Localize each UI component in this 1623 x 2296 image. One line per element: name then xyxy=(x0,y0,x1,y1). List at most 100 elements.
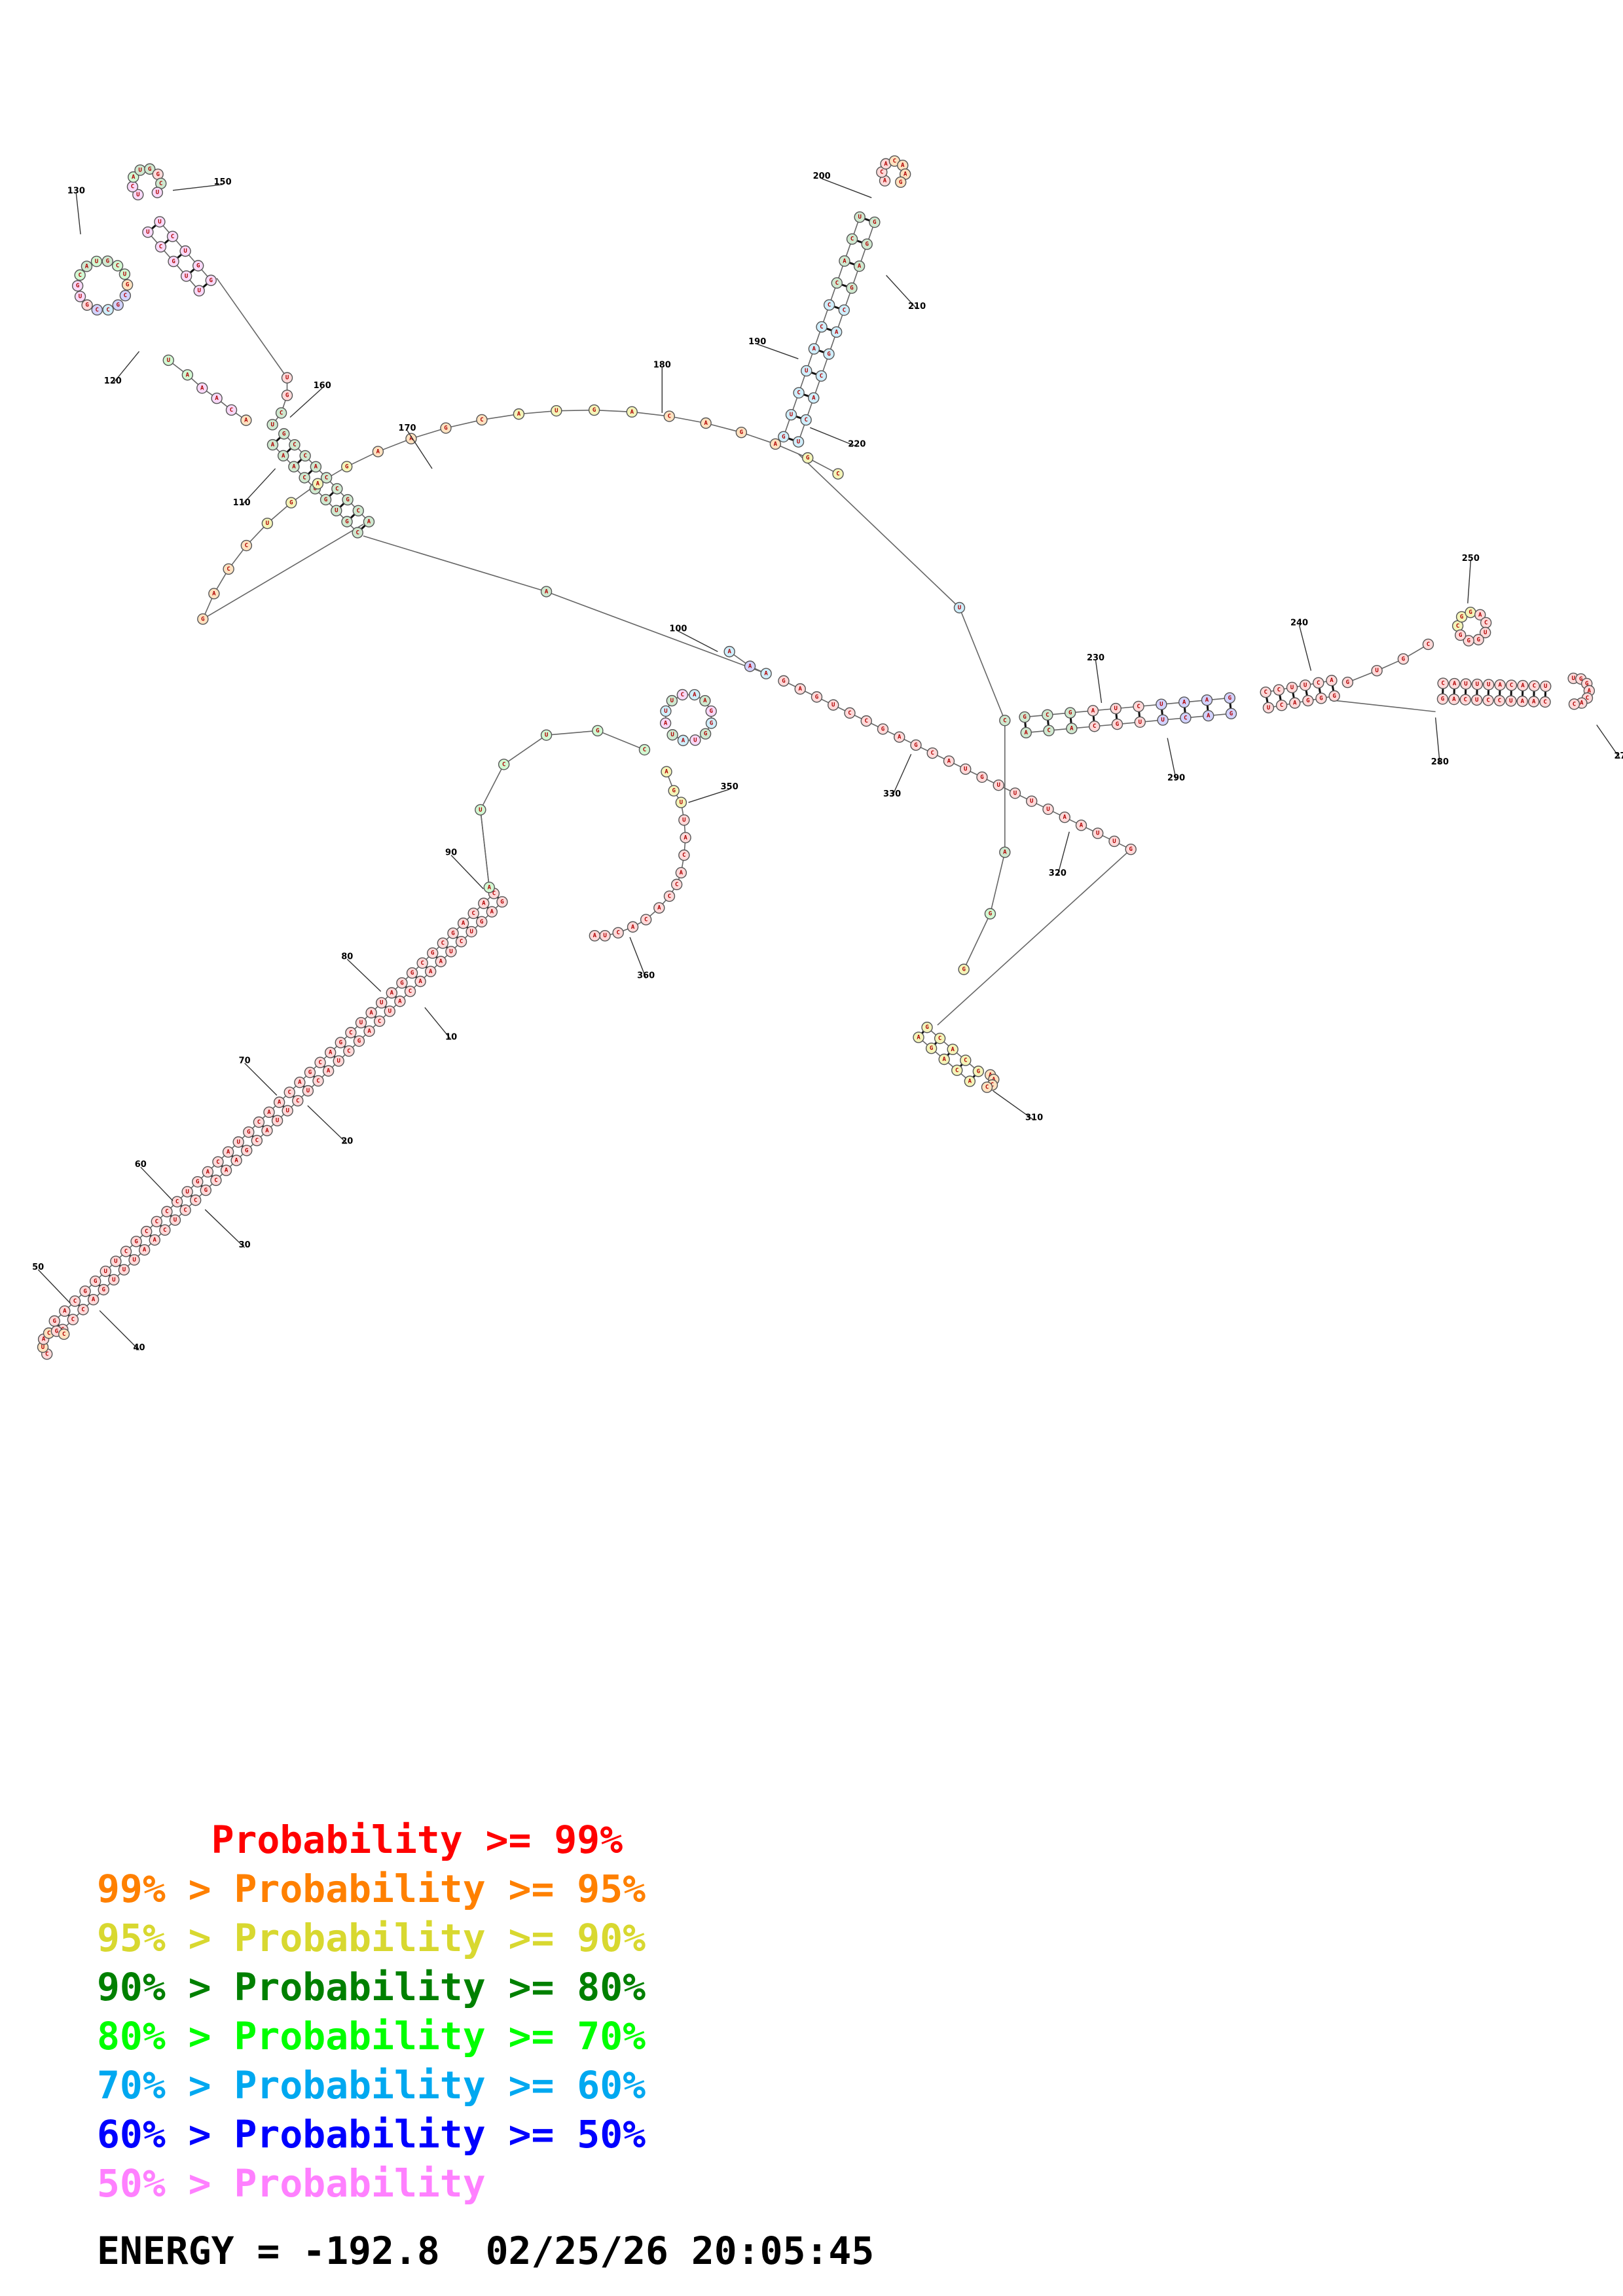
nucleotide-letter: C xyxy=(78,272,81,279)
nucleotide-circle xyxy=(689,734,701,746)
nucleotide-letter: C xyxy=(316,1078,319,1085)
nucleotide-circle xyxy=(860,715,872,727)
nucleotide: U xyxy=(1470,694,1483,706)
nucleotide: U xyxy=(132,188,144,201)
nucleotide-letter: G xyxy=(76,283,79,289)
nucleotide-letter: A xyxy=(684,834,687,841)
nucleotide-letter: U xyxy=(306,1088,310,1094)
nucleotide-circle xyxy=(288,461,300,473)
nucleotide: G xyxy=(958,963,970,975)
nucleotide: A xyxy=(689,689,701,701)
nucleotide-letter: G xyxy=(977,1068,980,1075)
nucleotide-letter: C xyxy=(441,941,445,947)
nucleotide-letter: C xyxy=(318,1060,321,1066)
nucleotide: C xyxy=(343,1045,355,1057)
nucleotide-letter: G xyxy=(1023,714,1026,721)
nucleotide: G xyxy=(861,238,873,250)
nucleotide-letter: C xyxy=(45,1351,48,1357)
nucleotide-circle xyxy=(155,241,167,253)
nucleotide-circle xyxy=(1224,692,1235,704)
nucleotide-circle xyxy=(342,493,354,506)
nucleotide: G xyxy=(811,691,823,703)
nucleotide-letter: G xyxy=(196,1179,199,1185)
nucleotide-letter: A xyxy=(85,263,89,270)
nucleotide-circle xyxy=(440,422,452,434)
nucleotide: G xyxy=(699,728,712,740)
nucleotide: A xyxy=(999,846,1011,858)
nucleotide: G xyxy=(406,967,418,979)
nucleotide: C xyxy=(416,957,428,969)
nucleotide: A xyxy=(659,717,672,729)
nucleotide: U xyxy=(376,997,388,1009)
nucleotide-circle xyxy=(283,1086,295,1098)
nucleotide-letter: C xyxy=(81,1306,84,1313)
nucleotide-circle xyxy=(240,539,253,552)
position-tick xyxy=(1167,738,1177,781)
nucleotide: A xyxy=(202,1166,214,1178)
nucleotide: G xyxy=(200,1184,212,1196)
nucleotide-circle xyxy=(823,299,835,311)
nucleotide-circle xyxy=(947,1043,958,1056)
nucleotide-circle xyxy=(281,372,293,384)
nucleotide-letter: A xyxy=(439,959,443,965)
nucleotide-letter: G xyxy=(339,1039,342,1046)
nucleotide: U xyxy=(331,505,342,516)
nucleotide-letter: C xyxy=(155,1219,158,1225)
nucleotide: C xyxy=(1568,698,1580,710)
nucleotide-circle xyxy=(277,450,289,462)
nucleotide-letter: A xyxy=(376,448,380,455)
nucleotide: U xyxy=(181,1186,193,1198)
nucleotide: A xyxy=(1202,709,1214,722)
nucleotide-circle xyxy=(778,431,790,442)
nucleotide-letter: A xyxy=(812,395,816,402)
nucleotide: G xyxy=(1455,629,1467,641)
nucleotide-circle xyxy=(71,279,84,292)
nucleotide-letter: C xyxy=(171,234,174,240)
nucleotide-letter: C xyxy=(820,373,823,380)
nucleotide-circle xyxy=(121,279,134,291)
nucleotide-circle xyxy=(404,985,416,997)
nucleotide-letter: U xyxy=(380,1000,383,1007)
nucleotide: A xyxy=(230,1155,242,1166)
nucleotide-circle xyxy=(678,849,690,861)
nucleotide: C xyxy=(240,539,253,552)
nucleotide-letter: G xyxy=(55,1328,58,1335)
nucleotide-letter: G xyxy=(1228,695,1231,702)
nucleotide-letter: U xyxy=(1464,681,1467,688)
nucleotide: U xyxy=(162,354,174,367)
nucleotide-circle xyxy=(159,1224,171,1236)
nucleotide-letter: C xyxy=(682,852,685,859)
nucleotide-letter: A xyxy=(898,734,902,741)
position-tick xyxy=(37,1269,71,1304)
nucleotide-circle xyxy=(58,1328,70,1340)
nucleotide-circle xyxy=(181,369,194,381)
nucleotide-circle xyxy=(193,285,205,296)
nucleotide-letter: C xyxy=(480,417,483,423)
nucleotide: C xyxy=(74,269,86,281)
nucleotide-circle xyxy=(365,1007,377,1019)
nucleotide-letter: A xyxy=(314,464,318,471)
nucleotide-circle xyxy=(192,1175,204,1188)
nucleotide-circle xyxy=(181,1186,193,1198)
position-tick xyxy=(289,387,323,418)
nucleotide: C xyxy=(283,1086,295,1098)
nucleotide-letter: A xyxy=(799,686,803,692)
nucleotide-letter: C xyxy=(62,1331,65,1338)
nucleotide-circle xyxy=(372,446,384,457)
nucleotide: A xyxy=(310,461,322,473)
nucleotide-letter: C xyxy=(420,960,424,967)
nucleotide-circle xyxy=(1482,694,1494,706)
nucleotide-circle xyxy=(769,438,782,450)
nucleotide-circle xyxy=(154,216,166,228)
nucleotide: G xyxy=(588,404,600,416)
nucleotide-circle xyxy=(74,269,86,281)
nucleotide: U xyxy=(74,291,86,302)
nucleotide-circle xyxy=(324,1047,337,1058)
nucleotide-circle xyxy=(675,867,687,879)
nucleotide: A xyxy=(394,996,406,1007)
nucleotide: G xyxy=(278,428,290,440)
nucleotide-letter: U xyxy=(1030,798,1033,805)
nucleotide: U xyxy=(445,946,457,958)
nucleotide: A xyxy=(1494,679,1506,691)
nucleotide: U xyxy=(1286,681,1298,694)
